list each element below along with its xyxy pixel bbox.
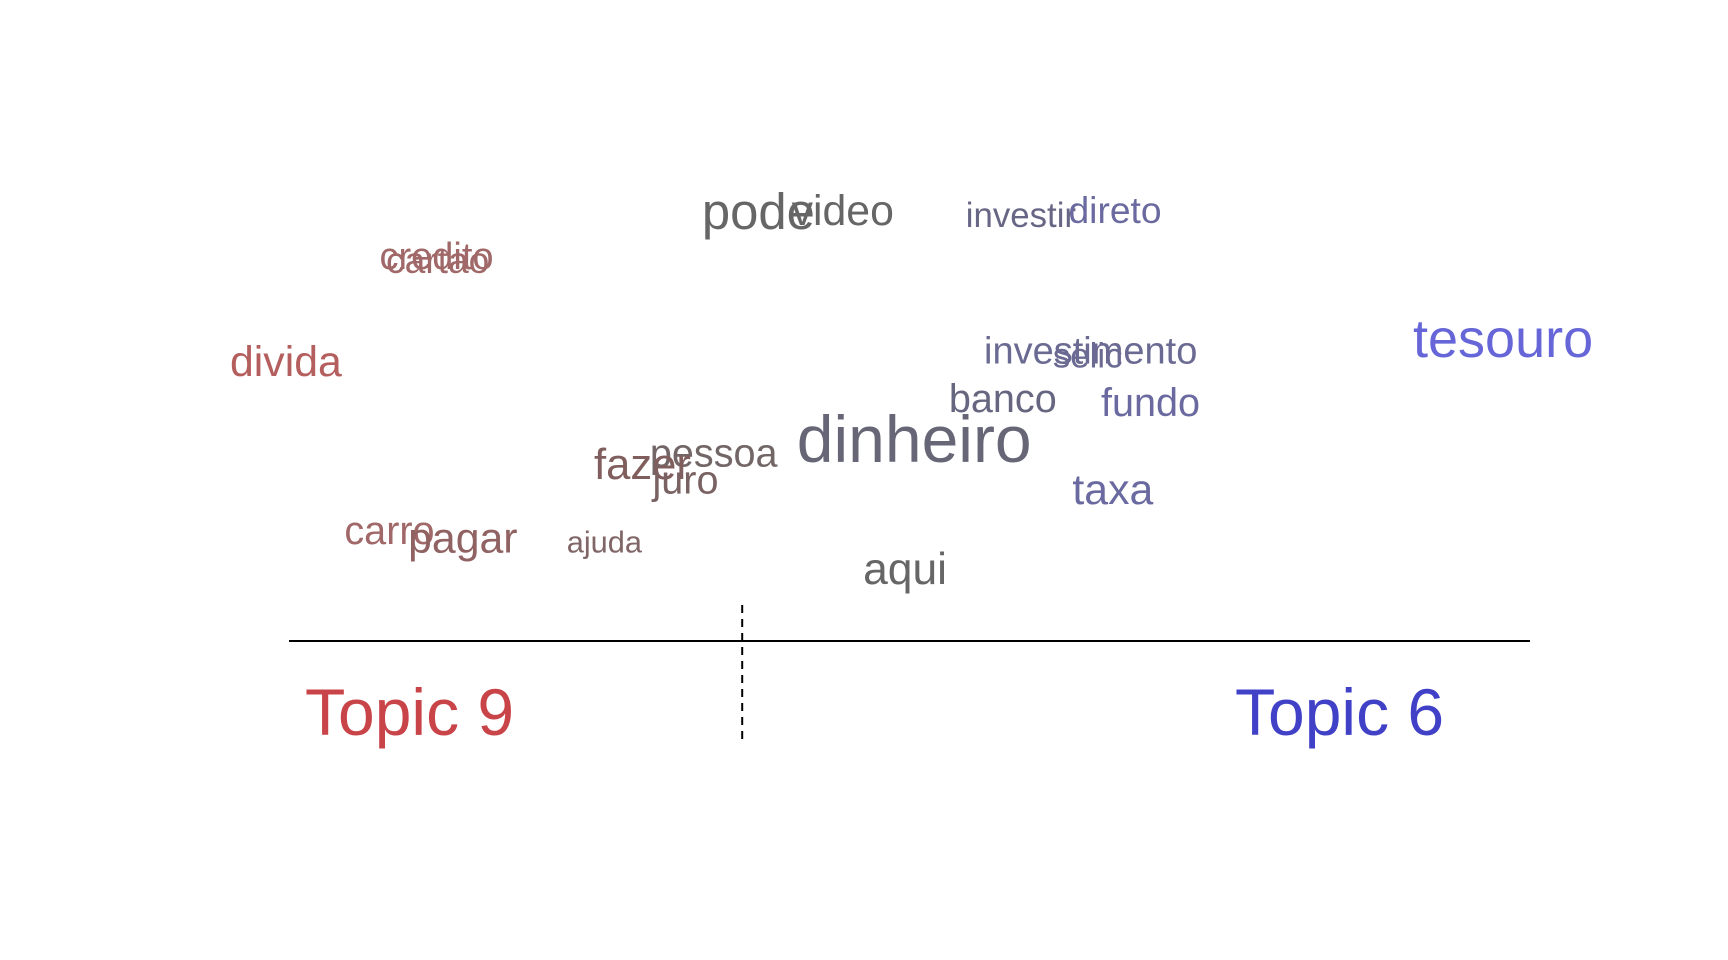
word-label-credito: credito (380, 236, 494, 278)
word-label-pagar: pagar (408, 515, 517, 563)
word-label-pessoa: pessoa (650, 431, 779, 475)
word-label-banco: banco (949, 377, 1057, 421)
topic-left-label: Topic 9 (305, 675, 514, 749)
word-label-video: video (792, 187, 894, 235)
word-label-taxa: taxa (1072, 466, 1153, 514)
word-label-pode: pode (702, 183, 815, 240)
word-label-selic: selic (1053, 337, 1123, 376)
word-label-investimento: investimento (984, 331, 1197, 373)
word-label-juro: juro (652, 459, 719, 503)
word-label-carro: carro (344, 509, 434, 553)
word-label-dinheiro: dinheiro (797, 402, 1032, 476)
word-label-tesouro: tesouro (1413, 309, 1593, 369)
word-label-cartao: cartao (386, 239, 489, 281)
word-label-fundo: fundo (1101, 381, 1200, 425)
word-label-ajuda: ajuda (567, 525, 643, 560)
word-label-divida: divida (230, 338, 342, 386)
word-label-investir: investir (966, 196, 1077, 235)
word-label-fazer: fazer (594, 441, 691, 489)
word-label-aqui: aqui (863, 545, 947, 594)
word-label-direto: direto (1069, 189, 1162, 231)
topic-right-label: Topic 6 (1235, 675, 1444, 749)
